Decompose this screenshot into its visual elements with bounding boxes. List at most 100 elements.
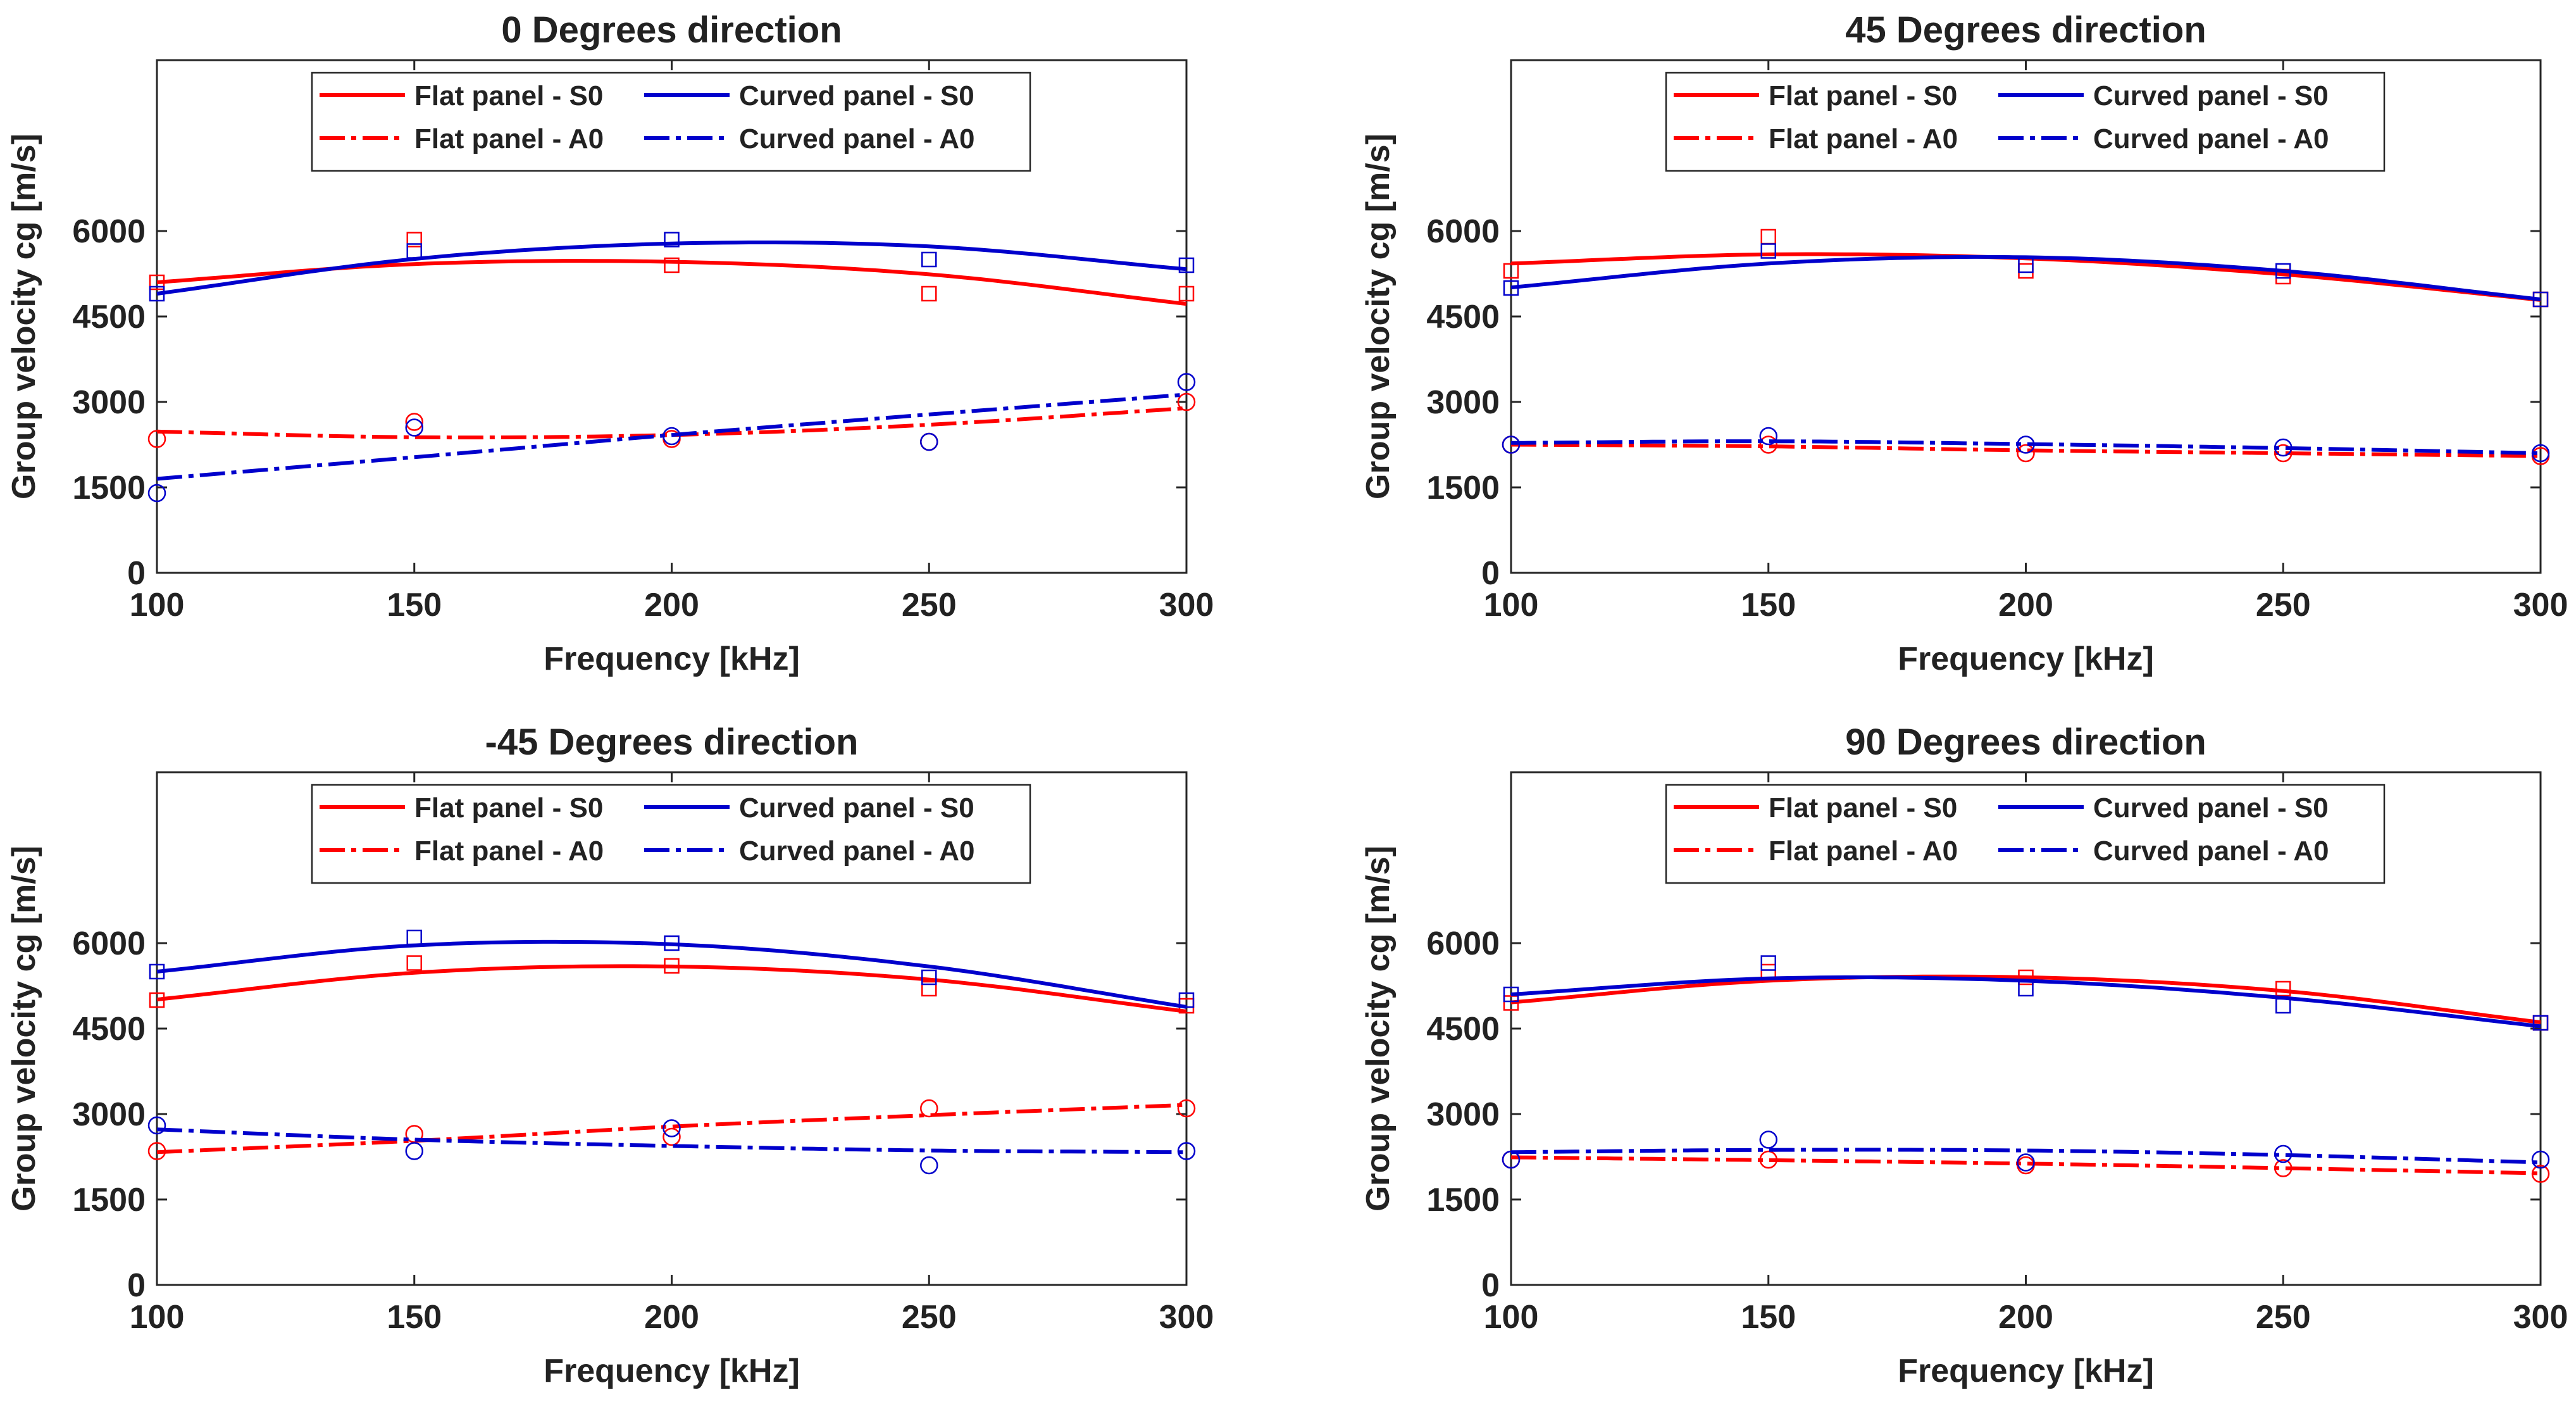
x-axis-label: Frequency [kHz] <box>1898 641 2154 677</box>
y-axis-label: Group velocity cg [m/s] <box>6 134 42 499</box>
data-point-flat-panel-s0 <box>921 980 937 997</box>
data-point-flat-panel-a0 <box>147 1142 166 1160</box>
legend-entry: Curved panel - A0 <box>2093 836 2329 867</box>
series-line-flat-panel-s0 <box>156 964 1187 1013</box>
x-tick-label: 100 <box>130 587 185 623</box>
x-tick-label: 200 <box>1998 587 2053 623</box>
series-line-curved-panel-a0 <box>156 392 1187 481</box>
data-point-curved-panel-s0 <box>149 285 165 302</box>
y-tick-label: 4500 <box>1426 299 1500 335</box>
legend-entry: Curved panel - S0 <box>739 80 974 111</box>
data-point-curved-panel-s0 <box>149 963 165 980</box>
data-point-flat-panel-a0 <box>405 413 423 431</box>
x-tick-label: 250 <box>902 587 957 623</box>
data-point-flat-panel-a0 <box>1759 435 1777 454</box>
y-tick-label: 4500 <box>72 1011 146 1048</box>
data-point-flat-panel-a0 <box>2017 444 2035 463</box>
data-point-flat-panel-a0 <box>2531 1165 2550 1183</box>
data-point-curved-panel-s0 <box>1760 243 1776 259</box>
data-point-curved-panel-s0 <box>2018 980 2034 997</box>
x-tick-label: 200 <box>644 587 699 623</box>
legend-entry: Curved panel - A0 <box>739 836 974 867</box>
series-line-flat-panel-s0 <box>1510 974 2541 1025</box>
data-point-curved-panel-a0 <box>920 1156 938 1175</box>
legend: Flat panel - S0 Curved panel - S0 Flat pan… <box>1665 784 2386 884</box>
data-point-curved-panel-s0 <box>406 243 422 259</box>
data-point-flat-panel-s0 <box>149 274 165 291</box>
data-point-curved-panel-s0 <box>921 251 937 268</box>
x-tick-label: 250 <box>902 1299 957 1336</box>
series-line-curved-panel-s0 <box>1510 975 2541 1029</box>
data-point-curved-panel-a0 <box>2531 444 2550 463</box>
data-point-flat-panel-s0 <box>921 285 937 302</box>
x-tick-label: 100 <box>130 1299 185 1336</box>
data-point-curved-panel-s0 <box>1178 992 1195 1008</box>
data-point-curved-panel-a0 <box>663 427 681 446</box>
data-point-flat-panel-a0 <box>663 1127 681 1146</box>
data-point-curved-panel-a0 <box>1502 1150 1521 1169</box>
x-tick-label: 300 <box>1159 1299 1214 1336</box>
data-point-curved-panel-s0 <box>921 969 937 986</box>
y-tick-label: 3000 <box>1426 1096 1500 1133</box>
chart-title: 45 Degrees direction <box>1845 9 2206 51</box>
data-point-curved-panel-s0 <box>406 929 422 946</box>
y-tick-label: 0 <box>1481 555 1500 592</box>
x-tick-label: 150 <box>1741 1299 1796 1336</box>
data-point-curved-panel-a0 <box>1177 1142 1196 1160</box>
x-tick-label: 200 <box>644 1299 699 1336</box>
data-point-flat-panel-s0 <box>406 232 422 247</box>
legend: Flat panel - S0 Curved panel - S0 Flat pan… <box>311 72 1031 172</box>
legend-box <box>1665 784 2386 884</box>
x-tick-label: 300 <box>2513 587 2568 623</box>
data-point-flat-panel-a0 <box>1177 1099 1196 1118</box>
y-tick-label: 1500 <box>1426 1182 1500 1218</box>
series-line-curved-panel-a0 <box>1510 439 2541 455</box>
data-point-curved-panel-s0 <box>1503 986 1519 1003</box>
data-point-flat-panel-a0 <box>2274 444 2293 463</box>
x-tick-label: 150 <box>1741 587 1796 623</box>
data-point-curved-panel-s0 <box>2275 263 2291 279</box>
legend-entry: Curved panel - S0 <box>2093 792 2329 823</box>
data-point-flat-panel-a0 <box>2274 1159 2293 1177</box>
y-tick-label: 1500 <box>1426 470 1500 506</box>
data-point-curved-panel-a0 <box>2017 1153 2035 1172</box>
y-tick-label: 6000 <box>72 925 146 962</box>
data-point-curved-panel-s0 <box>2532 291 2549 308</box>
data-point-flat-panel-s0 <box>2018 969 2034 986</box>
series-line-curved-panel-a0 <box>1510 1148 2541 1165</box>
x-tick-label: 150 <box>387 1299 442 1336</box>
legend-entry: Flat panel - A0 <box>414 836 604 867</box>
legend-box <box>1665 72 2386 172</box>
legend: Flat panel - S0 Curved panel - S0 Flat pan… <box>1665 72 2386 172</box>
data-point-flat-panel-s0 <box>1503 995 1519 1011</box>
x-tick-label: 250 <box>2256 1299 2311 1336</box>
data-point-curved-panel-s0 <box>664 232 680 247</box>
data-point-curved-panel-a0 <box>1502 435 1521 454</box>
data-point-flat-panel-a0 <box>920 1099 938 1118</box>
data-point-curved-panel-s0 <box>664 935 680 951</box>
y-tick-label: 4500 <box>1426 1011 1500 1048</box>
data-point-flat-panel-s0 <box>664 958 680 974</box>
data-point-curved-panel-a0 <box>2274 1144 2293 1163</box>
data-point-curved-panel-a0 <box>920 432 938 451</box>
y-tick-label: 0 <box>127 1267 146 1304</box>
data-point-flat-panel-s0 <box>149 992 165 1008</box>
y-axis-label: Group velocity cg [m/s] <box>1360 846 1397 1212</box>
data-point-curved-panel-a0 <box>2531 1150 2550 1169</box>
data-point-curved-panel-a0 <box>405 1142 423 1160</box>
data-point-flat-panel-a0 <box>147 430 166 448</box>
legend: Flat panel - S0 Curved panel - S0 Flat pan… <box>311 784 1031 884</box>
series-line-curved-panel-s0 <box>1510 254 2541 301</box>
x-tick-label: 300 <box>1159 587 1214 623</box>
legend-entry: Curved panel - S0 <box>739 792 974 823</box>
data-point-curved-panel-a0 <box>405 418 423 437</box>
data-point-curved-panel-a0 <box>2274 438 2293 457</box>
series-line-flat-panel-a0 <box>156 406 1187 440</box>
data-point-flat-panel-s0 <box>2018 263 2034 279</box>
data-point-flat-panel-s0 <box>664 257 680 273</box>
y-tick-label: 0 <box>1481 1267 1500 1304</box>
data-point-curved-panel-s0 <box>2275 998 2291 1014</box>
